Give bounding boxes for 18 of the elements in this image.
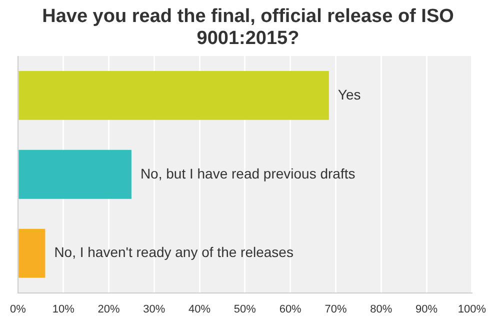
x-tick-label: 0% (10, 303, 26, 316)
bar (18, 71, 329, 120)
bar (18, 150, 132, 199)
x-tick-label: 90% (416, 303, 438, 316)
y-tick-label: No, I haven't ready any of the releases (54, 244, 294, 260)
x-tick-label: 30% (143, 303, 166, 316)
x-tick-label: 100% (458, 303, 486, 316)
x-tick-label: 60% (279, 303, 302, 316)
y-tick-label: No, but I have read previous drafts (140, 165, 356, 182)
x-tick-label: 80% (370, 303, 392, 316)
x-tick-label: 50% (234, 303, 256, 316)
y-tick-label: Yes (338, 86, 361, 102)
chart-title: Have you read the final, official release of ISO 9001:2015? (41, 6, 455, 51)
x-tick-label: 20% (98, 303, 120, 316)
x-tick-label: 70% (324, 303, 347, 316)
x-tick-label: 40% (188, 303, 211, 316)
x-tick-label: 10% (52, 303, 75, 316)
bar (18, 228, 46, 278)
